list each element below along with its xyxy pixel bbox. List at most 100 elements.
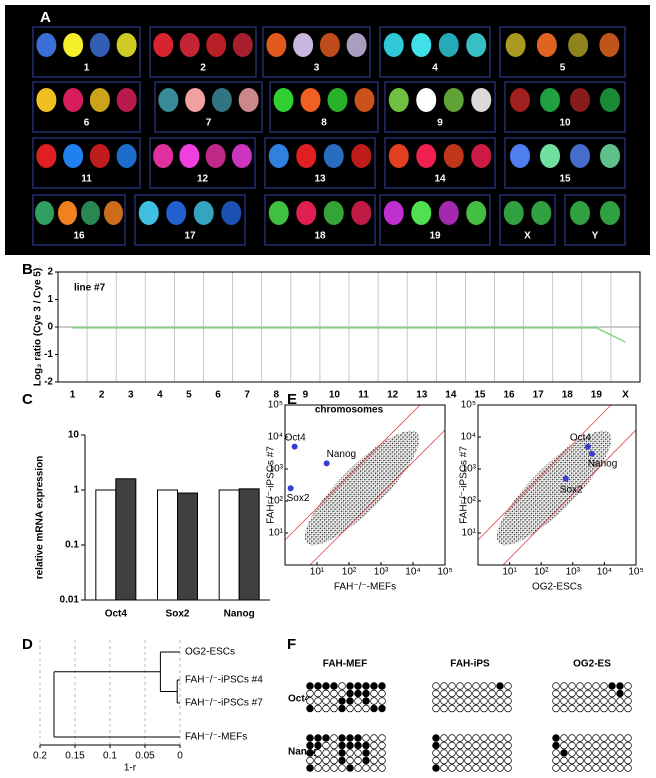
cpg-site [440, 756, 448, 765]
chromosome [104, 201, 123, 225]
cpg-site [504, 689, 512, 698]
cpg-site [576, 704, 584, 713]
cpg-site [568, 764, 576, 772]
x-axis-label: chromosomes [315, 405, 384, 416]
cpg-site [584, 749, 592, 757]
karyotype-box [32, 26, 141, 78]
cpg-site [592, 756, 600, 765]
cpg-site [600, 734, 608, 742]
cpg-site [472, 749, 480, 757]
plot-frame [57, 271, 641, 383]
x-tick-label: 10² [534, 567, 549, 578]
cpg-site [314, 734, 322, 742]
chromosome [211, 88, 232, 112]
x-tick-label: 10³ [566, 567, 581, 578]
cpg-site [600, 697, 608, 705]
x-tick-label: 2 [99, 390, 105, 401]
leaf-label: FAH⁻/⁻-iPSCs #4 [185, 675, 263, 686]
cpg-site [306, 734, 314, 742]
chromosome [63, 144, 84, 168]
cpg-site [456, 689, 464, 698]
chromosome [466, 33, 487, 57]
gene-point [323, 460, 330, 467]
cpg-site [432, 682, 440, 690]
x-axis-label: OG2-ESCs [532, 582, 582, 593]
cpg-site [362, 682, 370, 690]
cpg-site [464, 764, 472, 772]
cpg-site [616, 704, 624, 713]
cpg-site [362, 741, 370, 750]
cpg-site [560, 741, 568, 750]
chromosome [206, 33, 227, 57]
chromosome [166, 201, 187, 225]
gene-label: Oct4 [285, 432, 307, 443]
cpg-site [624, 764, 632, 772]
cpg-site [378, 734, 386, 742]
x-tick-label: 10¹ [502, 567, 517, 578]
y-tick-label: 10 [68, 430, 80, 441]
chromosome [296, 144, 317, 168]
y-axis-label: FAH⁻/⁻-iPSCs #7 [459, 446, 470, 524]
cpg-site [608, 734, 616, 742]
x-tick-label: X [622, 390, 629, 401]
chromosome [568, 33, 589, 57]
cpg-site [568, 756, 576, 765]
chromosome [510, 144, 530, 168]
cpg-site [370, 756, 378, 765]
cpg-site [496, 697, 504, 705]
y-tick-label: 0 [47, 322, 53, 333]
ratio-line [72, 327, 626, 343]
chromosome [205, 144, 226, 168]
plot-title: line #7 [74, 283, 106, 294]
chromosome [600, 144, 620, 168]
chromosome [232, 33, 253, 57]
cpg-site [616, 682, 624, 690]
cpg-site [592, 682, 600, 690]
y-tick-label: 0.1 [65, 540, 79, 551]
chromosome [273, 88, 294, 112]
cpg-site [464, 689, 472, 698]
chromosome [351, 144, 372, 168]
cpg-site [370, 682, 378, 690]
cpg-site [362, 697, 370, 705]
cpg-site [448, 749, 456, 757]
cpg-site [346, 764, 354, 772]
cpg-site [440, 741, 448, 750]
cpg-site [472, 697, 480, 705]
cpg-site [338, 764, 346, 772]
cpg-site [600, 741, 608, 750]
cpg-site [314, 741, 322, 750]
x-tick-label: 18 [562, 390, 574, 401]
x-tick-label: Sox2 [166, 609, 190, 620]
karyotype-label: 1 [84, 63, 90, 74]
cpg-site [600, 682, 608, 690]
cpg-site [314, 749, 322, 757]
karyotype-label: Y [592, 231, 599, 242]
cpg-site [378, 764, 386, 772]
karyotype-box [149, 26, 257, 78]
gene-label: Oct4 [570, 432, 592, 443]
chromosome [471, 88, 492, 112]
chromosome [536, 33, 557, 57]
leaf-label: FAH⁻/⁻-iPSCs #7 [185, 698, 263, 709]
chromosome [383, 33, 404, 57]
cpg-site [354, 697, 362, 705]
cpg-site [338, 741, 346, 750]
karyotype-box [32, 137, 141, 189]
karyotype-box [262, 26, 371, 78]
cpg-site [608, 749, 616, 757]
cpg-site [560, 682, 568, 690]
chromosome [63, 88, 84, 112]
cpg-site [592, 689, 600, 698]
y-axis-label: Log₂ ratio (Cye 3 / Cye 5) [33, 268, 44, 386]
cpg-site [464, 682, 472, 690]
karyotype-label: 14 [434, 174, 446, 185]
cpg-site [616, 756, 624, 765]
x-tick-label: 12 [387, 390, 399, 401]
cpg-site [346, 741, 354, 750]
x-tick-label: 10³ [374, 567, 389, 578]
chromosome [116, 88, 137, 112]
x-tick-label: 8 [273, 390, 279, 401]
cpg-site [330, 689, 338, 698]
chromosome [300, 88, 321, 112]
